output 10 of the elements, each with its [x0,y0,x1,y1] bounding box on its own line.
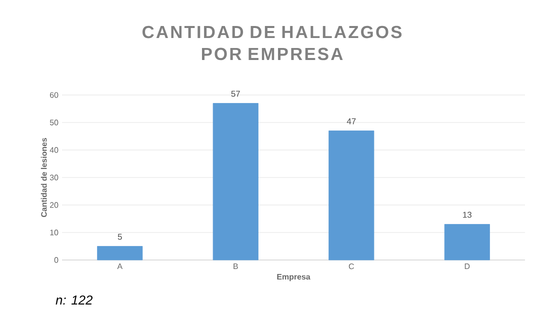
bar [97,246,143,260]
data-label: 57 [231,90,240,97]
data-label: 5 [118,234,122,240]
bar [328,130,374,260]
bar [444,224,490,260]
chart-title: CANTIDAD DE HALLAZGOS POR EMPRESA [142,26,402,60]
bar [212,103,258,260]
data-label: 13 [463,212,472,218]
text: n: 122 [56,295,93,305]
data-label: 47 [346,118,356,124]
